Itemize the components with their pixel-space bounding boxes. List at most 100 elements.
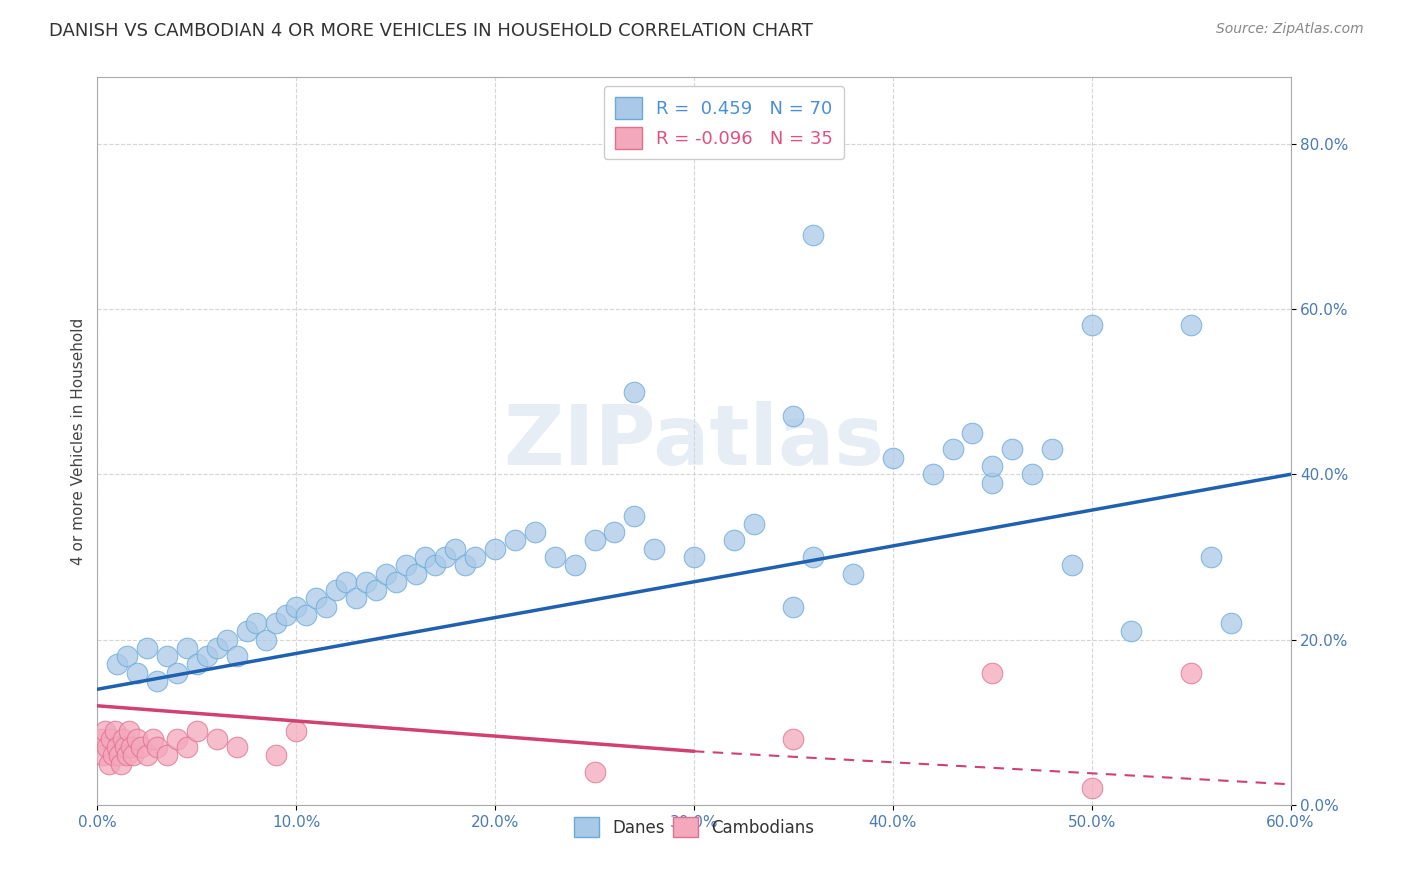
Point	[166, 665, 188, 680]
Point	[564, 558, 586, 573]
Point	[882, 450, 904, 465]
Point	[186, 657, 208, 672]
Point	[623, 508, 645, 523]
Point	[1121, 624, 1143, 639]
Point	[205, 640, 228, 655]
Point	[335, 574, 357, 589]
Point	[921, 467, 943, 482]
Point	[205, 731, 228, 746]
Point	[941, 442, 963, 457]
Point	[91, 748, 114, 763]
Point	[1219, 616, 1241, 631]
Point	[415, 549, 437, 564]
Point	[623, 384, 645, 399]
Point	[122, 748, 145, 763]
Point	[127, 665, 149, 680]
Point	[583, 764, 606, 779]
Point	[434, 549, 457, 564]
Point	[305, 591, 328, 606]
Point	[215, 632, 238, 647]
Point	[683, 549, 706, 564]
Point	[156, 748, 179, 763]
Point	[464, 549, 486, 564]
Point	[981, 475, 1004, 490]
Point	[1180, 665, 1202, 680]
Point	[782, 599, 804, 614]
Point	[723, 533, 745, 548]
Point	[742, 516, 765, 531]
Point	[105, 657, 128, 672]
Point	[523, 525, 546, 540]
Point	[176, 740, 198, 755]
Point	[276, 607, 298, 622]
Point	[115, 649, 138, 664]
Point	[235, 624, 257, 639]
Point	[801, 549, 824, 564]
Point	[1080, 318, 1102, 333]
Point	[266, 748, 288, 763]
Point	[108, 748, 131, 763]
Point	[105, 740, 128, 755]
Point	[114, 740, 136, 755]
Point	[118, 723, 141, 738]
Point	[801, 227, 824, 242]
Point	[1060, 558, 1083, 573]
Point	[354, 574, 377, 589]
Point	[1021, 467, 1043, 482]
Text: ZIPatlas: ZIPatlas	[503, 401, 884, 482]
Text: DANISH VS CAMBODIAN 4 OR MORE VEHICLES IN HOUSEHOLD CORRELATION CHART: DANISH VS CAMBODIAN 4 OR MORE VEHICLES I…	[49, 22, 813, 40]
Point	[1001, 442, 1024, 457]
Point	[225, 740, 247, 755]
Point	[503, 533, 526, 548]
Point	[285, 723, 308, 738]
Point	[254, 632, 277, 647]
Point	[142, 731, 165, 746]
Point	[103, 748, 125, 763]
Point	[1180, 318, 1202, 333]
Point	[285, 599, 308, 614]
Point	[315, 599, 337, 614]
Point	[127, 731, 149, 746]
Point	[374, 566, 396, 581]
Legend: Danes, Cambodians: Danes, Cambodians	[567, 810, 821, 844]
Point	[454, 558, 477, 573]
Point	[245, 616, 267, 631]
Point	[643, 541, 665, 556]
Point	[295, 607, 318, 622]
Point	[146, 673, 169, 688]
Point	[156, 649, 179, 664]
Point	[166, 731, 188, 746]
Point	[110, 756, 132, 771]
Point	[100, 731, 122, 746]
Point	[176, 640, 198, 655]
Point	[981, 665, 1004, 680]
Point	[325, 582, 347, 597]
Point	[405, 566, 427, 581]
Point	[1080, 781, 1102, 796]
Point	[266, 616, 288, 631]
Point	[444, 541, 467, 556]
Point	[195, 649, 218, 664]
Point	[394, 558, 416, 573]
Point	[136, 748, 159, 763]
Point	[186, 723, 208, 738]
Point	[98, 756, 121, 771]
Point	[484, 541, 506, 556]
Point	[120, 740, 142, 755]
Y-axis label: 4 or more Vehicles in Household: 4 or more Vehicles in Household	[72, 318, 86, 565]
Point	[225, 649, 247, 664]
Point	[384, 574, 406, 589]
Point	[1040, 442, 1063, 457]
Point	[1199, 549, 1222, 564]
Point	[842, 566, 865, 581]
Point	[782, 409, 804, 424]
Point	[96, 740, 118, 755]
Point	[104, 723, 127, 738]
Point	[425, 558, 447, 573]
Point	[129, 740, 152, 755]
Point	[544, 549, 567, 564]
Point	[136, 640, 159, 655]
Point	[603, 525, 626, 540]
Point	[90, 731, 112, 746]
Text: Source: ZipAtlas.com: Source: ZipAtlas.com	[1216, 22, 1364, 37]
